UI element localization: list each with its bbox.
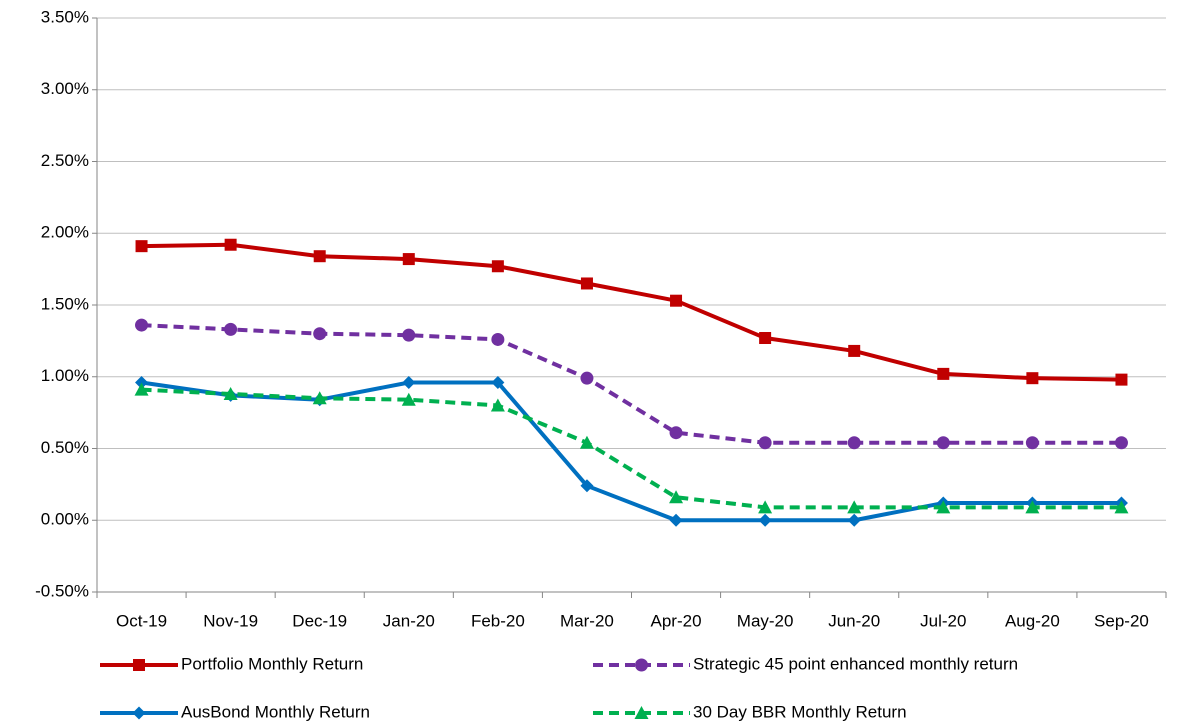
series-line xyxy=(141,242,1122,382)
series-line xyxy=(141,323,1122,445)
marker xyxy=(135,375,149,389)
y-tick-label: 3.50% xyxy=(41,7,89,26)
marker xyxy=(936,500,951,514)
marker xyxy=(758,436,772,450)
y-tick-label: -0.50% xyxy=(35,581,89,600)
marker xyxy=(224,238,237,251)
y-tick-label: 2.50% xyxy=(41,151,89,170)
marker xyxy=(312,391,327,405)
marker xyxy=(579,435,594,449)
marker xyxy=(580,479,594,493)
x-tick-label: Sep-20 xyxy=(1094,611,1149,630)
x-tick-label: Nov-19 xyxy=(203,611,258,630)
y-tick-label: 2.00% xyxy=(41,223,89,242)
x-tick-label: Jul-20 xyxy=(920,611,966,630)
marker xyxy=(134,382,149,396)
marker xyxy=(936,436,950,450)
series-line xyxy=(141,387,1122,510)
x-tick-label: Jun-20 xyxy=(828,611,880,630)
marker xyxy=(580,371,594,385)
marker xyxy=(669,513,683,527)
legend-label: Strategic 45 point enhanced monthly retu… xyxy=(693,654,1018,673)
marker xyxy=(133,659,145,671)
marker xyxy=(224,322,238,336)
marker xyxy=(313,327,327,341)
marker xyxy=(758,500,773,514)
x-tick-label: Oct-19 xyxy=(116,611,167,630)
marker xyxy=(491,375,505,389)
x-tick-label: Aug-20 xyxy=(1005,611,1060,630)
marker xyxy=(634,706,649,719)
marker xyxy=(1114,436,1128,450)
marker xyxy=(490,398,505,412)
y-tick-label: 0.00% xyxy=(41,510,89,529)
marker xyxy=(670,294,683,307)
marker xyxy=(937,367,950,380)
legend-label: 30 Day BBR Monthly Return xyxy=(693,702,907,721)
marker xyxy=(669,426,683,440)
marker xyxy=(1025,436,1039,450)
x-tick-label: Jan-20 xyxy=(383,611,435,630)
y-tick-label: 1.50% xyxy=(41,294,89,313)
marker xyxy=(669,490,684,504)
marker xyxy=(847,500,862,514)
marker xyxy=(223,386,238,400)
marker xyxy=(847,513,861,527)
x-tick-label: May-20 xyxy=(737,611,794,630)
marker xyxy=(491,260,504,273)
marker xyxy=(135,318,149,332)
marker xyxy=(491,332,505,346)
marker xyxy=(1026,372,1039,385)
y-tick-label: 0.50% xyxy=(41,438,89,457)
y-tick-label: 1.00% xyxy=(41,366,89,385)
marker xyxy=(848,344,861,357)
marker xyxy=(135,240,148,253)
marker xyxy=(132,706,146,720)
marker xyxy=(402,375,416,389)
y-tick-label: 3.00% xyxy=(41,79,89,98)
marker xyxy=(759,332,772,345)
legend-label: Portfolio Monthly Return xyxy=(181,654,363,673)
x-tick-label: Feb-20 xyxy=(471,611,525,630)
marker xyxy=(402,328,416,342)
marker xyxy=(847,436,861,450)
marker xyxy=(402,253,415,266)
marker xyxy=(758,513,772,527)
marker xyxy=(313,250,326,263)
marker xyxy=(635,658,648,672)
marker xyxy=(1115,373,1128,386)
x-tick-label: Apr-20 xyxy=(651,611,702,630)
marker xyxy=(580,277,593,290)
x-tick-label: Mar-20 xyxy=(560,611,614,630)
legend-label: AusBond Monthly Return xyxy=(181,702,370,721)
x-tick-label: Dec-19 xyxy=(292,611,347,630)
marker xyxy=(401,392,416,406)
marker xyxy=(1114,500,1129,514)
marker xyxy=(1025,500,1040,514)
